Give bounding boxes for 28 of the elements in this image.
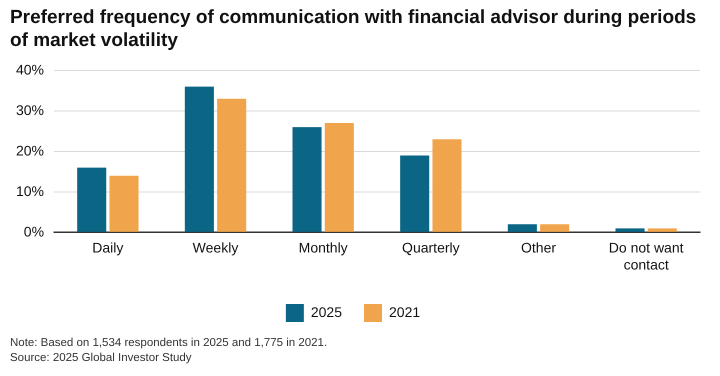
chart-title: Preferred frequency of communication with financial advisor during periods of market volatility <box>10 6 698 52</box>
bar <box>292 127 322 232</box>
bar <box>184 86 214 232</box>
bar <box>217 98 246 232</box>
bar <box>77 168 106 232</box>
bar <box>400 155 430 232</box>
x-tick-label: Do not want contact <box>608 240 684 272</box>
x-tick-label: Weekly <box>192 240 238 256</box>
bar <box>648 228 677 232</box>
x-tick-label: Monthly <box>298 240 348 256</box>
bar <box>508 224 537 232</box>
x-tick-label: Quarterly <box>402 240 460 256</box>
source-note: Source: 2025 Global Investor Study <box>10 351 193 366</box>
y-tick-label: 20% <box>16 142 44 158</box>
bar <box>540 224 570 232</box>
bar <box>615 228 645 232</box>
y-tick-label: 0% <box>24 223 44 240</box>
y-tick-label: 10% <box>16 182 44 199</box>
bar <box>324 123 354 232</box>
legend-label: 2025 <box>310 304 342 320</box>
bar <box>432 139 462 232</box>
y-tick-label: 30% <box>16 102 44 118</box>
text: Note: Based on 1,534 respondents in 2025 and 1,775 in 2021. <box>10 336 328 351</box>
y-tick-label: 40% <box>16 61 44 78</box>
bar <box>109 176 139 232</box>
legend-label: 2021 <box>389 304 420 320</box>
x-tick-label: Daily <box>92 240 124 256</box>
x-tick-label: Other <box>520 240 556 256</box>
